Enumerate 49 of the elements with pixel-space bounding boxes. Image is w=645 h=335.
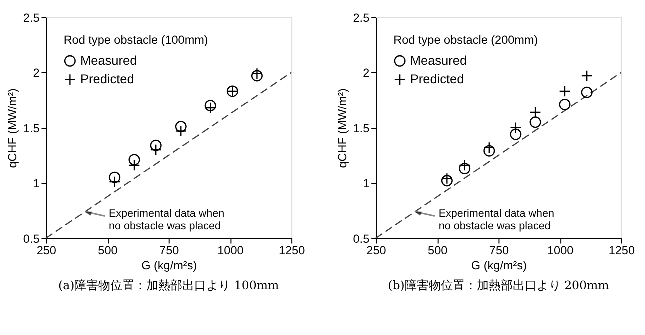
y-tick-label: 0.5 — [23, 232, 40, 246]
text: (b)障害物位置：加熱部出口より 200mm — [388, 278, 610, 292]
y-axis-title: qCHF (MW/m²) — [6, 88, 20, 168]
point — [581, 86, 593, 98]
legend-label: Predicted — [410, 72, 464, 87]
x-tick-label: 500 — [98, 244, 118, 258]
y-tick-label: 2.5 — [23, 12, 40, 25]
x-tick-label: 1000 — [547, 244, 574, 258]
legend-label: Measured — [80, 53, 138, 68]
point — [128, 160, 140, 172]
legend-label: Predicted — [80, 72, 134, 87]
y-tick-label: 0.5 — [353, 232, 370, 246]
point — [150, 140, 162, 152]
point — [109, 172, 121, 184]
x-tick-label: 250 — [366, 244, 387, 258]
point — [484, 145, 496, 157]
x-tick-label: 1250 — [608, 244, 636, 258]
y-tick-label: 1 — [363, 178, 370, 191]
x-tick-label: 1250 — [278, 244, 306, 258]
y-tick-label: 1 — [33, 178, 40, 191]
point — [559, 98, 571, 110]
x-tick-label: 250 — [36, 244, 57, 258]
x-tick-label: 750 — [160, 244, 180, 258]
x-tick-label: 750 — [489, 244, 510, 258]
point — [510, 128, 522, 140]
point — [530, 106, 542, 118]
point — [559, 86, 571, 98]
annotation: Experimental data when no obstacle was placed — [108, 208, 225, 233]
x-tick-label: 1000 — [218, 244, 244, 258]
point — [459, 163, 471, 175]
y-tick-label: 2 — [33, 67, 40, 80]
text: (a)障害物位置：加熱部出口より 100mm — [58, 278, 280, 292]
x-tick-label: 500 — [428, 244, 448, 258]
point — [581, 70, 593, 82]
point — [441, 175, 453, 187]
annotation: Experimental data when no obstacle was placed — [438, 208, 555, 233]
y-tick-label: 2.5 — [353, 12, 370, 25]
y-axis-title: qCHF (MW/m²) — [336, 88, 350, 168]
x-axis-title: G (kg/m²s) — [142, 259, 198, 272]
legend-title: Rod type obstacle (100mm) — [64, 34, 208, 47]
y-tick-label: 1.5 — [23, 122, 40, 136]
y-tick-label: 2 — [363, 67, 370, 80]
legend-label: Measured — [410, 53, 468, 68]
point — [175, 121, 187, 133]
y-tick-label: 1.5 — [353, 122, 370, 136]
point — [128, 154, 140, 166]
legend-title: Rod type obstacle (200mm) — [394, 34, 538, 47]
x-axis-title: G (kg/m²s) — [471, 259, 528, 272]
point — [530, 116, 542, 128]
